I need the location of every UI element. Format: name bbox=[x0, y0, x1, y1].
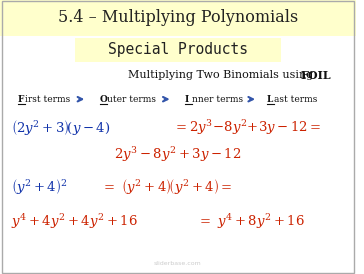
Text: $y^4+4y^2+4y^2+16$: $y^4+4y^2+4y^2+16$ bbox=[11, 213, 137, 231]
Text: $2y^3-8y^2+3y-12$: $2y^3-8y^2+3y-12$ bbox=[114, 145, 242, 164]
Text: $\left(2y^2+3\right)\!\left(y-4\right)$: $\left(2y^2+3\right)\!\left(y-4\right)$ bbox=[11, 118, 110, 137]
Text: uter terms: uter terms bbox=[107, 95, 156, 104]
Text: $=\ y^4+8y^2+16$: $=\ y^4+8y^2+16$ bbox=[197, 213, 305, 231]
Text: I: I bbox=[185, 95, 189, 104]
Text: $= 2y^3\!-\!8y^2\!+\!3y-12=$: $= 2y^3\!-\!8y^2\!+\!3y-12=$ bbox=[173, 118, 321, 137]
Text: O: O bbox=[100, 95, 107, 104]
Text: Special Products: Special Products bbox=[108, 42, 248, 57]
Text: FOIL: FOIL bbox=[301, 70, 331, 81]
FancyBboxPatch shape bbox=[0, 0, 356, 36]
Text: nner terms: nner terms bbox=[192, 95, 243, 104]
FancyBboxPatch shape bbox=[75, 38, 281, 62]
Text: $\left(y^2+4\right)^2$: $\left(y^2+4\right)^2$ bbox=[11, 177, 67, 196]
Text: Multiplying Two Binomials using: Multiplying Two Binomials using bbox=[128, 70, 317, 80]
Text: $=\ \left(y^2+4\right)\!\left(y^2+4\right)=$: $=\ \left(y^2+4\right)\!\left(y^2+4\righ… bbox=[102, 177, 233, 196]
Text: ast terms: ast terms bbox=[274, 95, 317, 104]
Text: L: L bbox=[267, 95, 273, 104]
Text: sliderbase.com: sliderbase.com bbox=[154, 261, 202, 266]
Text: F: F bbox=[18, 95, 24, 104]
Text: 5.4 – Multiplying Polynomials: 5.4 – Multiplying Polynomials bbox=[58, 9, 298, 26]
Text: irst terms: irst terms bbox=[25, 95, 70, 104]
